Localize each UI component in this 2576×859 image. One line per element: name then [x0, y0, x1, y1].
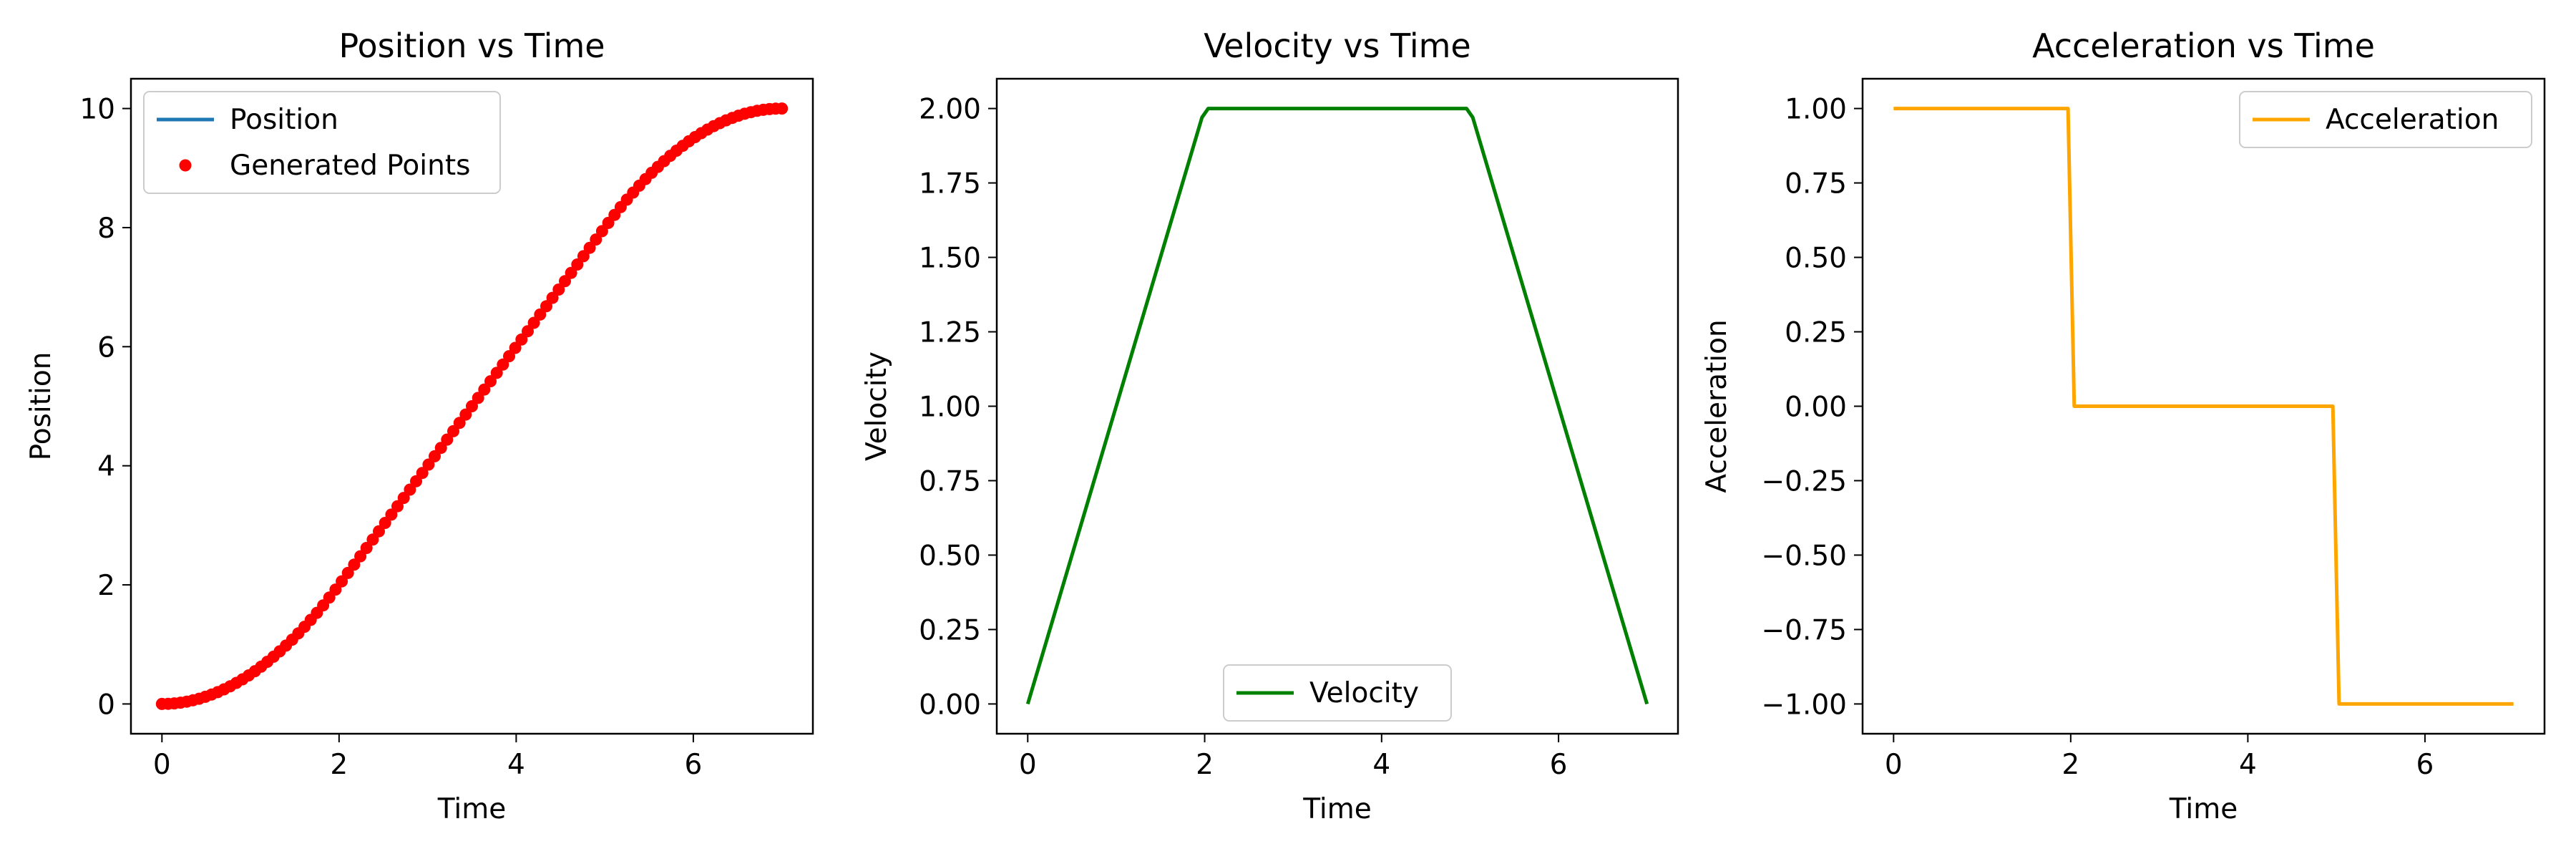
position-y-tick-label: 4: [97, 451, 115, 483]
acceleration-y-tick-label: −0.75: [1761, 614, 1847, 646]
acceleration-chart-title: Acceleration vs Time: [2032, 26, 2375, 65]
position-y-tick-label: 2: [97, 570, 115, 602]
position-chart-title: Position vs Time: [338, 26, 605, 65]
acceleration-legend-label: Acceleration: [2326, 104, 2499, 136]
acceleration-x-tick-label: 4: [2239, 749, 2257, 781]
position-y-tick-label: 0: [97, 689, 115, 721]
velocity-y-axis-label: Velocity: [861, 351, 893, 461]
acceleration-x-axis-label: Time: [2169, 793, 2238, 825]
velocity-x-axis-label: Time: [1302, 793, 1371, 825]
acceleration-y-tick-label: 1.00: [1785, 94, 1847, 126]
velocity-legend-label: Velocity: [1309, 677, 1419, 709]
velocity-legend: Velocity: [1224, 665, 1451, 721]
acceleration-y-tick-label: 0.25: [1785, 317, 1847, 349]
position-x-tick-label: 0: [153, 749, 171, 781]
position-x-tick-label: 4: [507, 749, 525, 781]
position-x-tick-label: 6: [685, 749, 703, 781]
velocity-y-tick-label: 2.00: [919, 94, 981, 126]
velocity-x-tick-label: 2: [1196, 749, 1214, 781]
position-legend-label: Generated Points: [230, 150, 470, 182]
acceleration-y-tick-label: 0.50: [1785, 243, 1847, 275]
velocity-y-tick-label: 0.50: [919, 540, 981, 572]
acceleration-y-tick-label: 0.75: [1785, 168, 1847, 200]
acceleration-x-tick-label: 0: [1885, 749, 1903, 781]
acceleration-x-tick-label: 6: [2416, 749, 2434, 781]
position-legend-label: Position: [230, 104, 338, 136]
velocity-y-tick-label: 1.25: [919, 317, 981, 349]
acceleration-y-tick-label: −0.25: [1761, 465, 1847, 498]
position-data-point: [776, 102, 788, 115]
velocity-x-tick-label: 4: [1372, 749, 1390, 781]
acceleration-x-tick-label: 2: [2062, 749, 2079, 781]
velocity-y-tick-label: 0.25: [919, 614, 981, 646]
velocity-y-tick-label: 0.75: [919, 465, 981, 498]
position-legend-marker: [180, 160, 192, 172]
position-y-tick-label: 8: [97, 213, 115, 245]
acceleration-y-axis-label: Acceleration: [1701, 319, 1733, 492]
velocity-x-tick-label: 0: [1019, 749, 1037, 781]
acceleration-y-tick-label: 0.00: [1785, 392, 1847, 424]
acceleration-y-tick-label: −1.00: [1761, 689, 1847, 721]
velocity-y-tick-label: 1.50: [919, 243, 981, 275]
position-legend: Position Generated Points: [144, 92, 500, 193]
position-x-axis-label: Time: [437, 793, 506, 825]
position-y-tick-label: 6: [97, 331, 115, 364]
velocity-chart-title: Velocity vs Time: [1204, 26, 1470, 65]
velocity-y-tick-label: 1.75: [919, 168, 981, 200]
velocity-y-tick-label: 1.00: [919, 392, 981, 424]
position-y-axis-label: Position: [25, 352, 57, 461]
position-y-tick-label: 10: [79, 94, 115, 126]
acceleration-legend: Acceleration: [2240, 92, 2532, 147]
position-x-tick-label: 2: [330, 749, 348, 781]
acceleration-y-tick-label: −0.50: [1761, 540, 1847, 572]
velocity-y-tick-label: 0.00: [919, 689, 981, 721]
velocity-x-tick-label: 6: [1550, 749, 1568, 781]
